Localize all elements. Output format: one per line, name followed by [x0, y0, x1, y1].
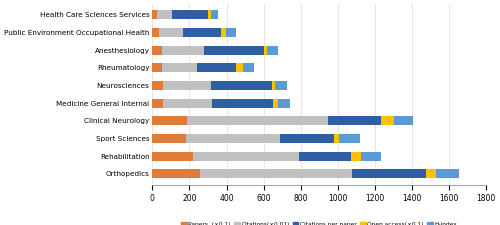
- Bar: [280, 134, 334, 143]
- Bar: [243, 63, 254, 72]
- Bar: [394, 116, 413, 125]
- Bar: [152, 81, 162, 90]
- Bar: [157, 10, 172, 19]
- Bar: [212, 99, 273, 108]
- Bar: [162, 46, 204, 54]
- Bar: [162, 63, 197, 72]
- Bar: [152, 99, 162, 108]
- Bar: [152, 134, 186, 143]
- Bar: [361, 152, 382, 161]
- Bar: [162, 81, 211, 90]
- Bar: [200, 169, 352, 178]
- Bar: [267, 46, 278, 54]
- Bar: [278, 99, 289, 108]
- Bar: [172, 10, 208, 19]
- Bar: [299, 152, 351, 161]
- Bar: [152, 169, 200, 178]
- Bar: [352, 169, 426, 178]
- Bar: [211, 81, 272, 90]
- Bar: [328, 116, 382, 125]
- Bar: [340, 134, 359, 143]
- Bar: [273, 99, 278, 108]
- Bar: [226, 28, 236, 37]
- Bar: [204, 46, 264, 54]
- Bar: [436, 169, 460, 178]
- Bar: [351, 152, 361, 161]
- Bar: [160, 28, 184, 37]
- Bar: [162, 99, 212, 108]
- Bar: [152, 28, 160, 37]
- Bar: [152, 152, 193, 161]
- Bar: [197, 63, 236, 72]
- Bar: [212, 10, 218, 19]
- Bar: [152, 46, 162, 54]
- Bar: [152, 63, 162, 72]
- Bar: [220, 28, 226, 37]
- Legend: Papers  (×0.1), Citations(×0.01), Citations per paper, Open access(×0.1), H-inde: Papers (×0.1), Citations(×0.01), Citatio…: [179, 220, 460, 225]
- Bar: [382, 116, 394, 125]
- Bar: [236, 63, 243, 72]
- Bar: [152, 116, 186, 125]
- Bar: [186, 116, 328, 125]
- Bar: [193, 152, 299, 161]
- Bar: [276, 81, 287, 90]
- Bar: [208, 10, 212, 19]
- Bar: [184, 28, 220, 37]
- Bar: [186, 134, 280, 143]
- Bar: [272, 81, 276, 90]
- Bar: [334, 134, 340, 143]
- Bar: [426, 169, 436, 178]
- Bar: [264, 46, 267, 54]
- Bar: [152, 10, 157, 19]
